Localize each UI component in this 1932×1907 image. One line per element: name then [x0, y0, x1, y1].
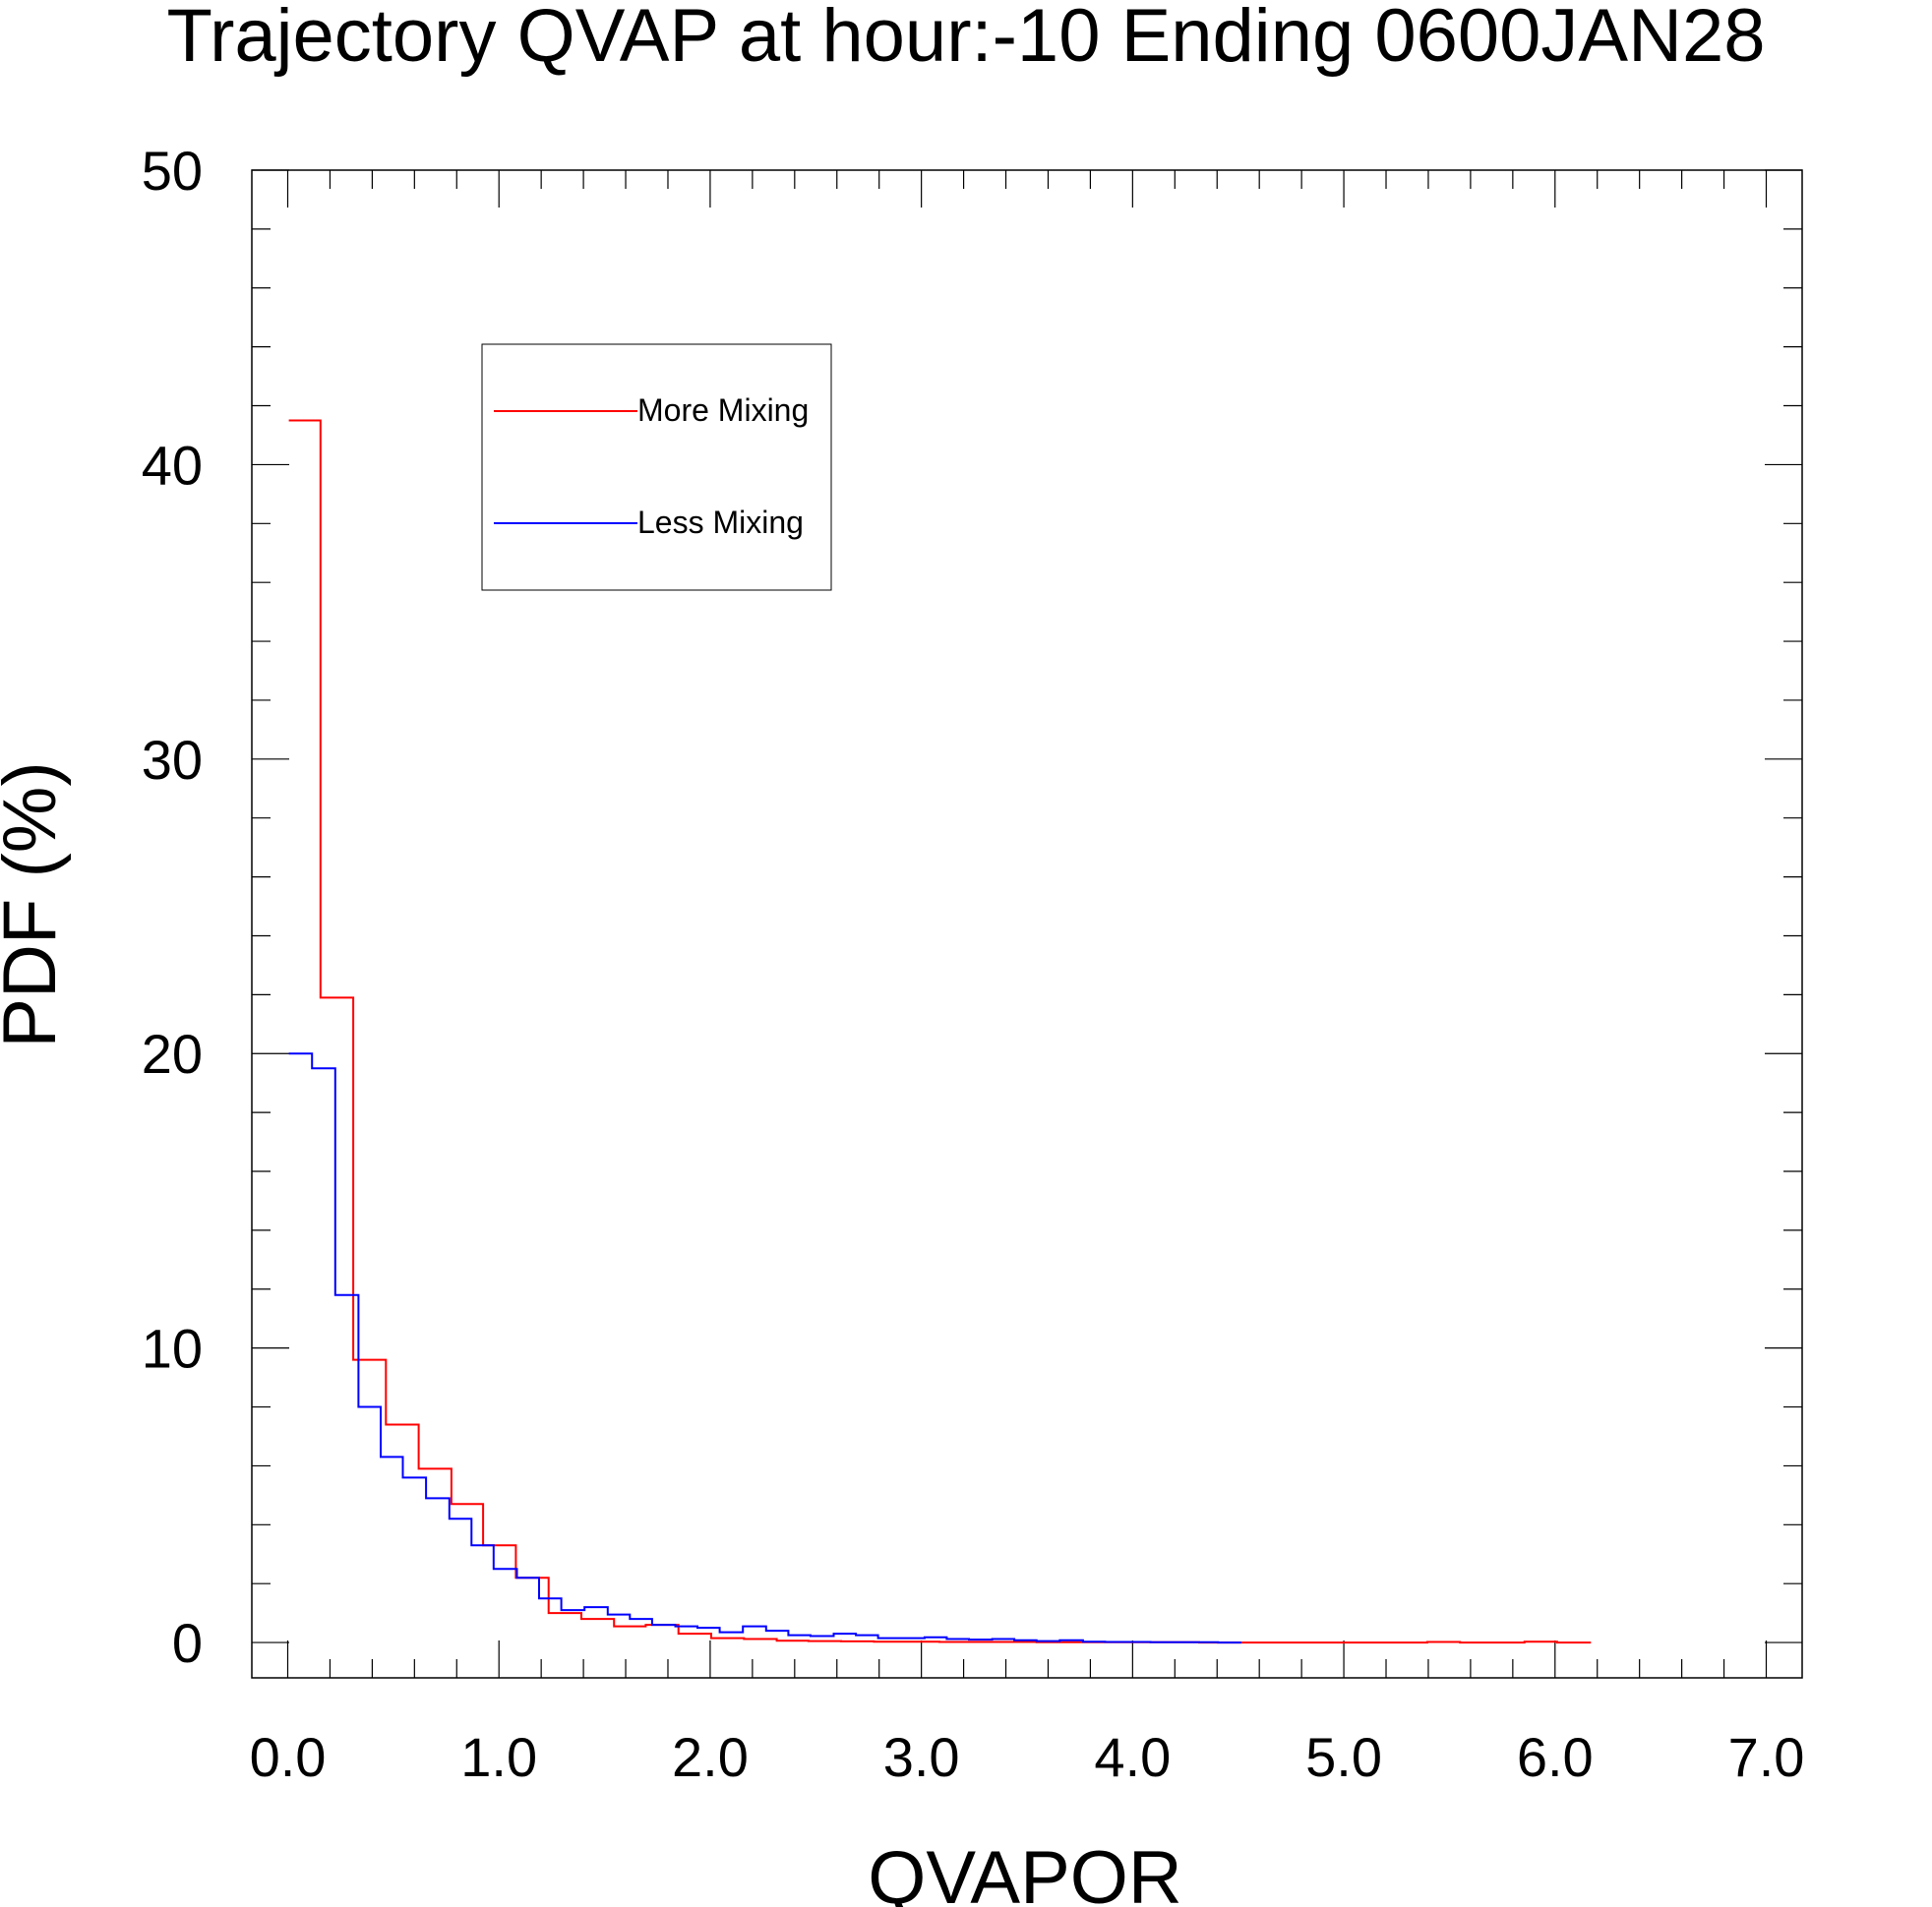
x-tick-label: 6.0 [1517, 1726, 1594, 1788]
y-tick-label: 50 [142, 140, 203, 202]
x-axis-label: QVAPOR [868, 1836, 1182, 1907]
series-layer [288, 419, 1592, 1644]
x-tick-label: 2.0 [672, 1726, 749, 1788]
minor-ticks [252, 170, 1802, 1678]
x-tick-label: 3.0 [883, 1726, 960, 1788]
x-tick-label: 7.0 [1728, 1726, 1805, 1788]
y-tick-label: 10 [142, 1318, 203, 1380]
y-tick-label: 20 [142, 1023, 203, 1085]
y-tick-label: 40 [142, 434, 203, 496]
plot-frame [251, 169, 1803, 1679]
legend-box [481, 343, 832, 591]
x-tick-label: 4.0 [1094, 1726, 1171, 1788]
series-line-less-mixing [288, 1052, 1241, 1644]
legend: More Mixing Less Mixing [481, 343, 832, 591]
x-tick-label: 5.0 [1305, 1726, 1382, 1788]
legend-label-less-mixing: Less Mixing [637, 505, 804, 540]
x-tick-label: 0.0 [250, 1726, 327, 1788]
y-axis-label: PDF (%) [0, 761, 72, 1047]
series-line-more-mixing [288, 419, 1592, 1644]
chart-title: Trajectory QVAP at hour:-10 Ending 0600J… [166, 0, 1765, 78]
legend-label-more-mixing: More Mixing [637, 392, 809, 428]
y-tick-label: 0 [172, 1612, 203, 1674]
y-tick-labels: 0 10 20 30 40 50 [142, 140, 203, 1674]
y-tick-label: 30 [142, 729, 203, 791]
x-tick-label: 1.0 [460, 1726, 537, 1788]
x-tick-labels: 0.0 1.0 2.0 3.0 4.0 5.0 6.0 7.0 [250, 1726, 1805, 1788]
